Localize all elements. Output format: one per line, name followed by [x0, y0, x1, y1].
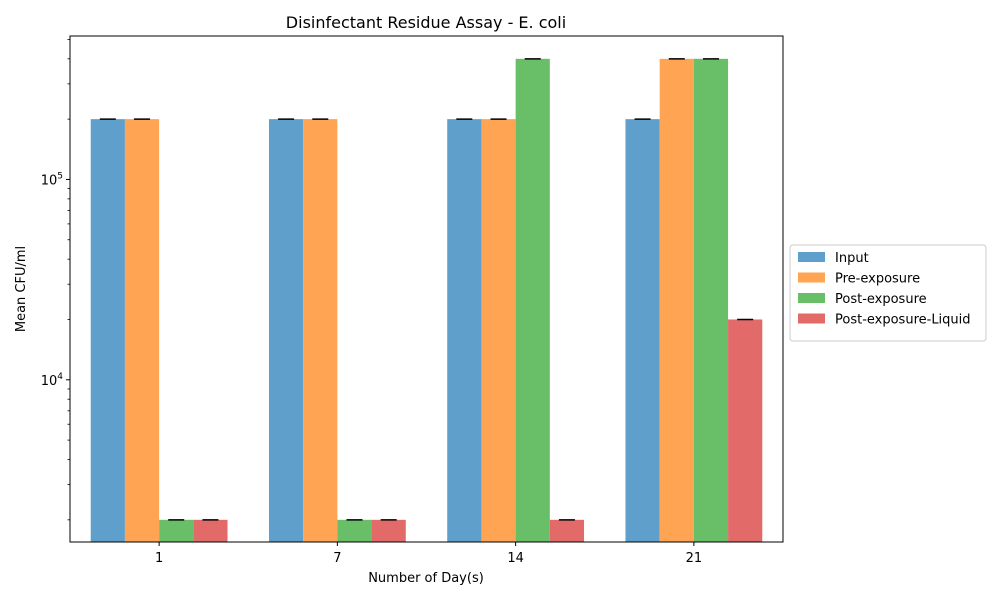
chart-title: Disinfectant Residue Assay - E. coli [286, 13, 566, 32]
bar-post-exposure-day-21 [693, 58, 729, 542]
legend-swatch-pre-exposure [798, 272, 825, 283]
legend-swatch-post-exposure [798, 293, 825, 303]
bar-post-exposure-day-7 [337, 519, 372, 542]
bar-input-day-1 [90, 119, 125, 542]
plot-frame [69, 35, 784, 543]
bar-pre-exposure-day-7 [303, 119, 338, 542]
x-tick-label: 21 [686, 551, 703, 566]
bar-post-exposure-liquid-day-1 [193, 519, 228, 542]
bar-input-day-14 [447, 119, 482, 542]
legend-label-pre-exposure: Pre-exposure [835, 272, 920, 287]
bar-pre-exposure-day-1 [124, 119, 160, 542]
bar-post-exposure-liquid-day-7 [371, 519, 406, 542]
x-tick-label: 7 [333, 551, 341, 566]
y-tick-label: 104 [41, 372, 64, 389]
plot-area: 1 7 14 21 104 105 [41, 35, 784, 566]
y-axis-label: Mean CFU/ml [14, 246, 29, 332]
bar-post-exposure-day-14 [515, 58, 550, 542]
legend-label-post-exposure-liquid: Post-exposure-Liquid [835, 313, 971, 328]
y-tick-label: 105 [41, 171, 63, 188]
bar-post-exposure-liquid-day-21 [728, 319, 763, 542]
bar-post-exposure-liquid-day-14 [549, 519, 585, 542]
x-axis-label: Number of Day(s) [368, 571, 484, 586]
x-tick-label: 14 [507, 551, 524, 566]
bar-input-day-21 [625, 119, 660, 542]
bar-pre-exposure-day-21 [659, 58, 694, 542]
bar-post-exposure-day-1 [159, 519, 194, 542]
legend-frame [789, 244, 987, 342]
bar-pre-exposure-day-14 [481, 119, 516, 542]
legend: Input Pre-exposure Post-exposure Post-expos… [789, 244, 987, 342]
bar-input-day-7 [268, 119, 304, 542]
legend-swatch-input [798, 252, 825, 262]
legend-label-input: Input [835, 251, 869, 266]
x-tick-label: 1 [155, 551, 163, 566]
legend-swatch-post-exposure-liquid [798, 313, 825, 324]
legend-label-post-exposure: Post-exposure [835, 292, 927, 307]
